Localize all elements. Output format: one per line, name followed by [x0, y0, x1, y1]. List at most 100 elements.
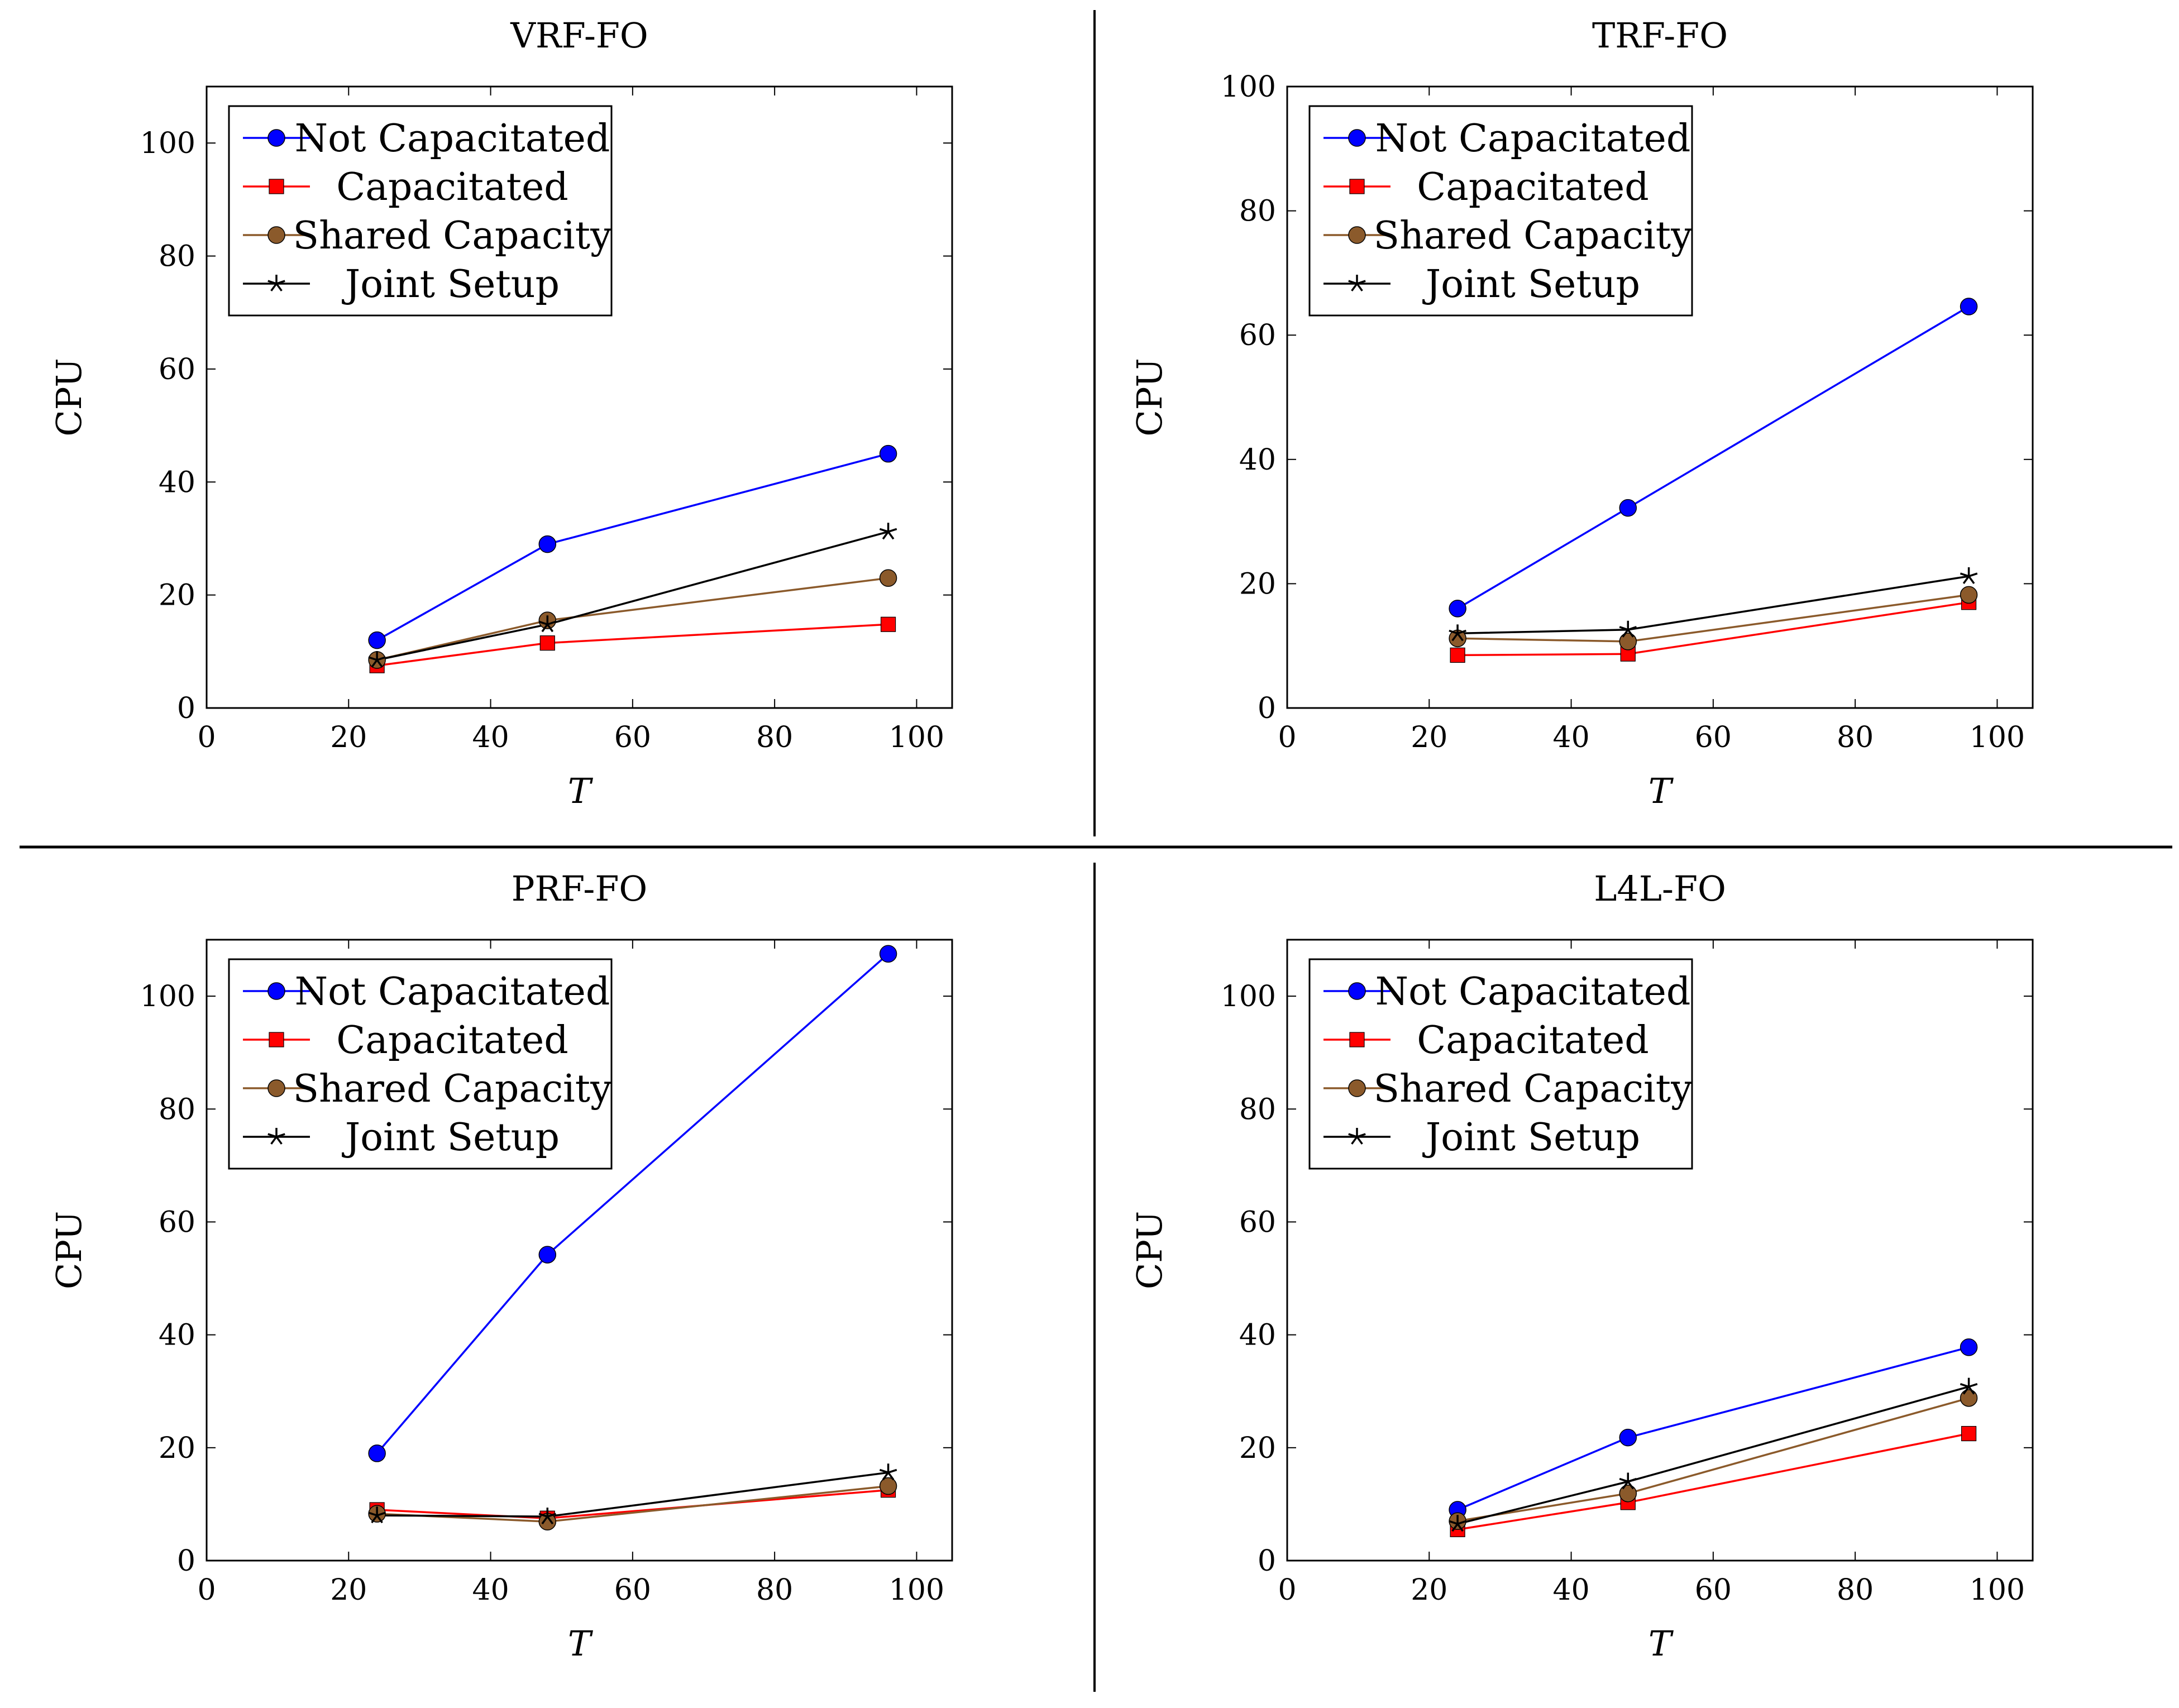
y-tick-label: 0: [1258, 692, 1276, 725]
y-tick-label: 60: [159, 1205, 195, 1239]
x-tick-label: 80: [756, 1573, 793, 1607]
y-tick-label: 40: [159, 466, 195, 499]
data-point-not-capacitated: [368, 631, 386, 649]
legend-label-shared-capacity: Shared Capacity: [1373, 214, 1693, 258]
legend-marker-not-capacitated: [267, 129, 285, 147]
x-tick-label: 0: [197, 721, 216, 754]
series-line-capacitated: [376, 623, 888, 667]
legend-label-shared-capacity: Shared Capacity: [293, 1067, 612, 1111]
y-tick-label: 60: [1239, 1205, 1276, 1239]
legend-label-shared-capacity: Shared Capacity: [293, 214, 612, 258]
x-tick-label: 40: [1552, 721, 1589, 754]
x-tick-label: 100: [889, 1573, 944, 1607]
data-point-joint-setup: [879, 523, 897, 540]
y-tick-label: 100: [1221, 70, 1276, 104]
legend-box: [228, 105, 613, 317]
series-line-not-capacitated: [1457, 305, 1970, 610]
y-tick-label: 40: [1239, 443, 1276, 477]
data-point-capacitated: [1450, 647, 1465, 663]
chart-prf-fo: PRF-FO 0 20 40 60 80 100 0 20 40 60 80 100 T CPU Not Ca…: [49, 868, 953, 1664]
legend-marker-joint-setup: [267, 1128, 285, 1145]
data-point-shared-capacity: [1960, 586, 1978, 604]
legend-label-not-capacitated: Not Capacitated: [1375, 117, 1691, 161]
data-point-capacitated: [880, 616, 896, 632]
chart-l4l-fo: L4L-FO 0 20 40 60 80 100 0 20 40 60 80 100 T CPU Not Ca…: [1129, 868, 2034, 1664]
x-tick-label: 20: [1411, 721, 1447, 754]
series-line-capacitated: [1457, 1432, 1969, 1531]
legend-marker-joint-setup: [1348, 275, 1366, 291]
y-tick-label: 80: [159, 1093, 195, 1126]
chart-title: VRF-FO: [510, 15, 648, 56]
data-point-shared-capacity: [1619, 1484, 1637, 1503]
data-point-joint-setup: [1960, 567, 1978, 585]
x-tick-label: 60: [614, 1573, 651, 1607]
legend-box: [1308, 105, 1693, 317]
data-point-joint-setup: [368, 650, 386, 668]
y-tick-label: 80: [1239, 195, 1276, 228]
data-point-joint-setup: [538, 615, 557, 633]
y-tick-label: 20: [159, 579, 195, 613]
legend-label-joint-setup: Joint Setup: [1422, 262, 1640, 307]
data-point-joint-setup: [368, 1506, 386, 1524]
chart-title: TRF-FO: [1592, 15, 1728, 56]
chart-vrf-fo: VRF-FO 0 20 40 60 80 100 0 20 40 60 80 100 T CPU Not Ca…: [49, 15, 953, 811]
y-tick-label: 80: [159, 240, 195, 274]
x-tick-label: 20: [330, 1573, 367, 1607]
legend-label-joint-setup: Joint Setup: [1422, 1116, 1640, 1160]
series-line-shared-capacity: [1457, 1397, 1970, 1522]
x-tick-label: 20: [1411, 1573, 1447, 1607]
legend-marker-shared-capacity: [267, 226, 285, 244]
legend-label-capacitated: Capacitated: [1417, 1018, 1648, 1063]
legend-label-capacitated: Capacitated: [1417, 165, 1648, 209]
data-point-not-capacitated: [368, 1444, 386, 1462]
x-axis-label: T: [1648, 771, 1674, 811]
data-point-not-capacitated: [538, 535, 557, 553]
data-point-joint-setup: [1619, 620, 1637, 638]
x-tick-label: 0: [1278, 1573, 1296, 1607]
series-line-shared-capacity: [376, 577, 888, 661]
y-tick-label: 40: [1239, 1319, 1276, 1352]
axes-frame: [206, 939, 953, 1562]
series-line-capacitated: [1458, 601, 1969, 657]
series-line-shared-capacity: [1458, 594, 1969, 643]
x-tick-label: 20: [330, 721, 367, 754]
legend-marker-joint-setup: [267, 275, 285, 291]
data-point-shared-capacity: [1619, 633, 1637, 650]
data-point-joint-setup: [538, 1508, 557, 1525]
x-tick-label: 40: [472, 1573, 509, 1607]
x-tick-label: 40: [1552, 1573, 1589, 1607]
data-point-not-capacitated: [1619, 1428, 1637, 1447]
legend-marker-joint-setup: [1348, 1128, 1366, 1145]
y-tick-label: 40: [159, 1319, 195, 1352]
y-axis-label: CPU: [1129, 358, 1170, 436]
data-point-joint-setup: [1619, 1472, 1637, 1490]
y-tick-label: 20: [1239, 567, 1276, 601]
legend-label-joint-setup: Joint Setup: [342, 262, 560, 307]
x-axis-label: T: [1648, 1623, 1674, 1664]
legend-marker-shared-capacity: [267, 1079, 285, 1097]
data-point-joint-setup: [1960, 1377, 1978, 1395]
axes-frame: [206, 85, 953, 709]
data-point-not-capacitated: [879, 945, 897, 963]
data-point-capacitated: [1961, 1425, 1977, 1442]
legend-label-not-capacitated: Not Capacitated: [295, 117, 610, 161]
y-tick-label: 0: [1258, 1544, 1276, 1578]
legend-marker-not-capacitated: [1348, 129, 1366, 147]
series-line-joint-setup: [376, 530, 889, 661]
x-tick-label: 100: [1970, 1573, 2025, 1607]
data-point-not-capacitated: [1449, 600, 1466, 618]
x-axis-label: T: [568, 771, 594, 811]
legend-marker-capacitated: [1349, 1032, 1365, 1047]
legend-marker-not-capacitated: [1348, 982, 1366, 1000]
chart-title: PRF-FO: [512, 868, 647, 909]
series-line-not-capacitated: [376, 453, 889, 642]
y-axis-label: CPU: [49, 358, 89, 436]
y-tick-label: 80: [1239, 1093, 1276, 1126]
y-tick-label: 100: [1221, 980, 1276, 1013]
axes-frame: [1286, 85, 2034, 709]
data-point-joint-setup: [1449, 1515, 1466, 1532]
